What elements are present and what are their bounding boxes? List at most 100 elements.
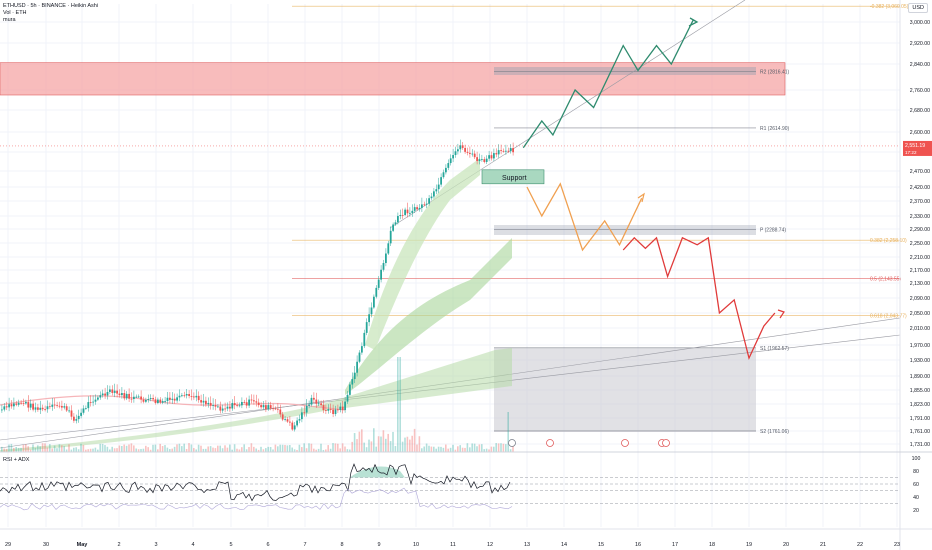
volume-bar	[142, 448, 145, 452]
price-tick-label: 2,250.00	[910, 241, 930, 247]
volume-bar	[389, 441, 392, 452]
candle-body	[440, 177, 442, 185]
candle-body	[22, 403, 25, 404]
volume-bar	[404, 437, 406, 452]
candle-body	[464, 147, 466, 152]
volume-bar	[212, 447, 214, 452]
volume-bar	[128, 444, 130, 452]
volume-bar	[425, 443, 428, 452]
volume-bar	[483, 449, 485, 452]
candle-body	[260, 405, 262, 408]
candle-body	[284, 419, 286, 420]
candle-body	[308, 404, 310, 406]
candle-body	[229, 406, 231, 409]
volume-bar	[159, 443, 161, 452]
time-axis-label: 5	[229, 542, 232, 548]
candle-body	[111, 389, 114, 393]
volume-bar	[332, 443, 334, 452]
price-tick-label: 1,761.00	[910, 429, 930, 435]
volume-bar	[464, 447, 466, 452]
candle-body	[41, 407, 44, 410]
candle-body	[373, 296, 375, 308]
candle-body	[109, 389, 111, 392]
volume-bar	[418, 436, 421, 452]
volume-bar	[481, 444, 483, 452]
volume-bar	[130, 443, 133, 452]
volume-bar	[34, 447, 37, 452]
volume-bar	[97, 449, 99, 452]
volume-bar	[101, 443, 104, 452]
volume-bar	[217, 445, 219, 452]
volume-bar	[200, 445, 202, 452]
currency-button[interactable]: USD	[908, 3, 928, 13]
candle-body	[320, 403, 322, 406]
volume-bar	[416, 444, 418, 452]
volume-bar	[15, 446, 17, 452]
volume-bar	[111, 446, 113, 452]
candle-body	[411, 210, 414, 213]
volume-bar	[289, 445, 291, 452]
volume-bar	[493, 446, 495, 452]
time-axis-label: 9	[377, 542, 380, 548]
rsi-line	[0, 463, 511, 502]
volume-bar	[337, 443, 339, 452]
candle-body	[466, 151, 469, 153]
volume-bar	[195, 449, 197, 452]
volume-bar	[171, 448, 173, 452]
volume-bar	[3, 448, 5, 452]
candle-body	[469, 152, 471, 154]
volume-bar	[37, 445, 39, 452]
candle-body	[142, 399, 145, 402]
price-tick-label: 1,791.00	[910, 416, 930, 422]
volume-bar	[214, 448, 217, 452]
volume-bar	[226, 447, 229, 452]
candle-body	[303, 412, 306, 414]
price-tick-label: 1,930.00	[910, 358, 930, 364]
volume-bar	[161, 446, 164, 452]
candle-body	[241, 402, 243, 406]
volume-bar	[449, 447, 452, 452]
time-axis-label: 23	[894, 542, 900, 548]
candle-body	[58, 405, 61, 407]
candle-body	[137, 396, 140, 398]
candle-body	[418, 207, 421, 210]
candle-body	[255, 401, 258, 403]
candle-body	[20, 402, 22, 404]
candle-body	[471, 153, 474, 155]
level-label-S2: S2 (1761.06)	[760, 429, 789, 435]
candle-body	[370, 307, 373, 315]
volume-bar	[507, 412, 509, 452]
price-tick-label: 2,130.00	[910, 281, 930, 287]
candle-body	[512, 148, 514, 153]
volume-bar	[341, 443, 344, 452]
volume-bar	[421, 448, 423, 452]
candle-body	[130, 398, 133, 400]
candle-body	[447, 163, 450, 168]
candle-body	[205, 400, 207, 405]
candle-body	[133, 396, 135, 400]
time-axis-label: 14	[561, 542, 567, 548]
volume-bar	[145, 445, 147, 452]
candle-body	[483, 159, 486, 162]
candle-body	[272, 408, 274, 410]
time-axis-label: 30	[43, 542, 49, 548]
candle-body	[169, 397, 171, 400]
candle-body	[193, 396, 195, 398]
candle-body	[454, 151, 457, 156]
candle-body	[140, 396, 142, 400]
candle-body	[253, 400, 255, 402]
candle-body	[267, 405, 270, 410]
price-tick-label: 2,470.00	[910, 169, 930, 175]
candle-body	[339, 406, 342, 411]
candle-body	[301, 412, 303, 420]
rsi-tick-label: 40	[913, 495, 919, 501]
candle-body	[46, 406, 49, 410]
volume-bar	[329, 448, 332, 452]
volume-bar	[87, 449, 89, 452]
candle-body	[337, 409, 339, 411]
volume-bar	[286, 445, 289, 452]
price-tick-label: 1,731.00	[910, 442, 930, 448]
candle-body	[68, 410, 70, 412]
